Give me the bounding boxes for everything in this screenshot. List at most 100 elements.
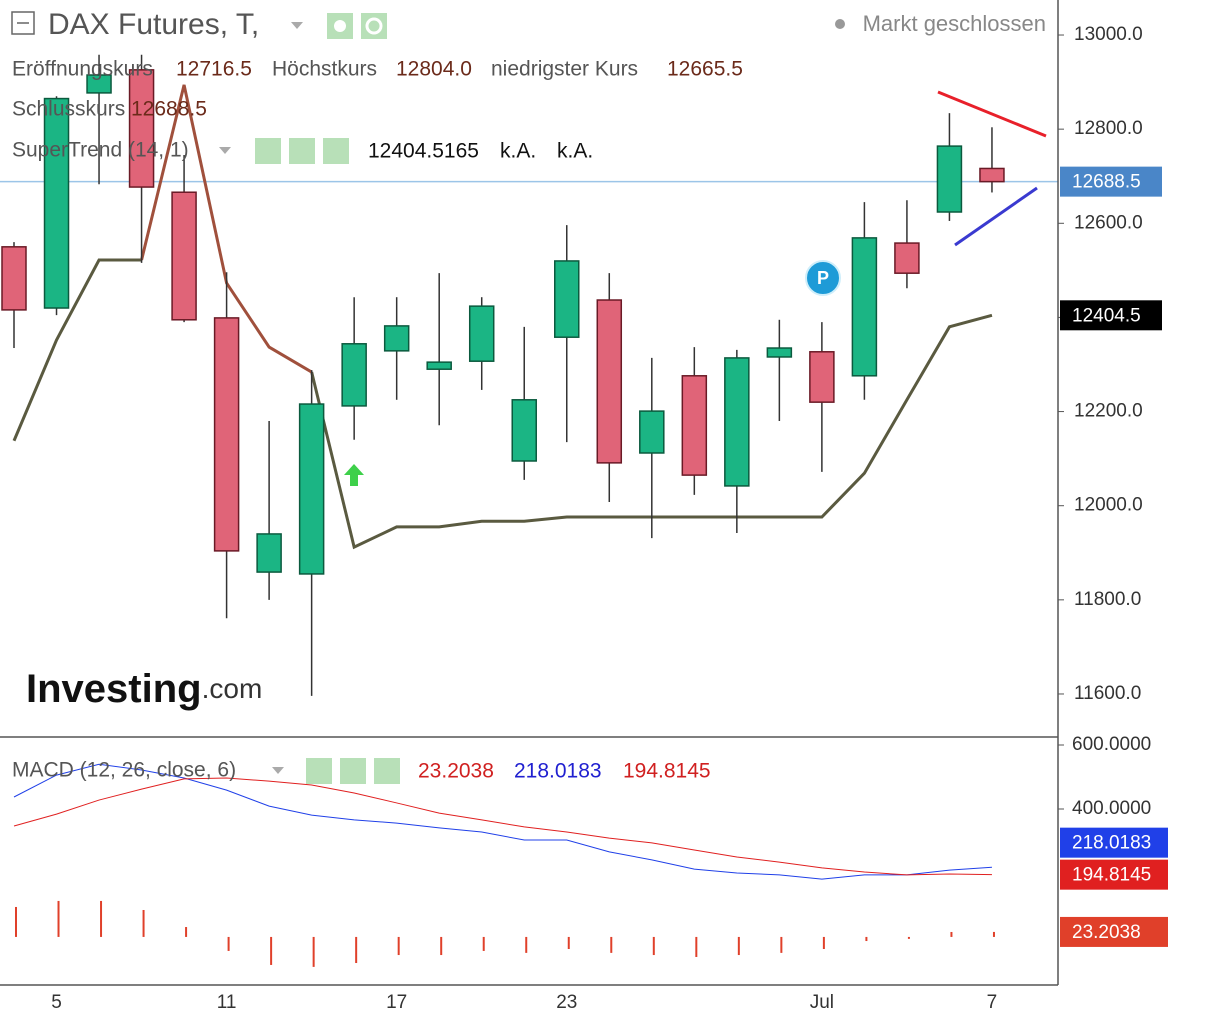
icon-glyph xyxy=(365,17,383,35)
histogram-bar xyxy=(397,936,400,956)
y-tick-label: 11800.0 xyxy=(1074,589,1141,610)
remove-icon[interactable] xyxy=(323,138,349,164)
histogram-bar xyxy=(57,900,60,937)
value-label: 23.2038 xyxy=(1072,922,1141,943)
trend-line xyxy=(937,90,1047,138)
candle-body xyxy=(511,399,537,462)
settings-icon[interactable] xyxy=(289,138,315,164)
signal-arrow xyxy=(344,464,364,486)
candle-body xyxy=(596,299,623,464)
event-marker xyxy=(805,260,841,296)
value-box xyxy=(1060,859,1168,890)
macd-line xyxy=(13,763,992,880)
histogram-bar xyxy=(695,936,698,957)
icon-glyph xyxy=(334,20,346,32)
candle-body xyxy=(809,351,835,403)
histogram-bar xyxy=(482,936,485,951)
collapse-icon[interactable] xyxy=(11,11,35,35)
legend-label: niedrigster Kurs xyxy=(491,58,638,81)
indicator-name: MACD (12, 26, close, 6) xyxy=(12,759,236,782)
settings-icon[interactable] xyxy=(340,758,366,784)
candle-body xyxy=(639,410,665,454)
value-label: 194.8145 xyxy=(1072,865,1151,886)
price-label: 12688.5 xyxy=(1072,172,1141,193)
eye-icon[interactable] xyxy=(255,138,281,164)
watermark-brand: Investing xyxy=(26,667,202,711)
y-tick-label: 11600.0 xyxy=(1074,683,1141,704)
candle-body xyxy=(43,97,70,309)
indicator-value: k.A. xyxy=(557,140,593,163)
indicator-value: k.A. xyxy=(500,140,536,163)
candle-body xyxy=(298,403,325,575)
histogram-bar xyxy=(525,936,528,953)
histogram-bar xyxy=(865,936,868,942)
candle-body xyxy=(341,343,367,407)
histogram-bar xyxy=(652,936,655,956)
histogram-bar xyxy=(355,936,358,964)
histogram-bar xyxy=(270,936,273,965)
market-status: Markt geschlossen xyxy=(863,11,1046,36)
event-marker-label: P xyxy=(817,268,829,288)
indicator-name: SuperTrend (14, 1) xyxy=(12,139,189,162)
y-tick-label: 400.0000 xyxy=(1072,798,1151,819)
dropdown-icon[interactable] xyxy=(291,22,303,29)
plot-area xyxy=(0,34,1064,967)
histogram-bar xyxy=(737,936,740,956)
histogram-bar xyxy=(440,936,443,956)
y-tick-label: 12800.0 xyxy=(1074,118,1143,139)
histogram-bar xyxy=(567,936,570,950)
x-tick-label: 11 xyxy=(217,992,237,1013)
supertrend-line xyxy=(12,258,993,550)
indicator-value: 12404.5165 xyxy=(368,140,479,163)
x-tick-label: 7 xyxy=(987,992,998,1013)
indicator-value: 23.2038 xyxy=(418,760,494,783)
status-dot xyxy=(835,19,845,29)
y-tick-label: 12600.0 xyxy=(1074,212,1143,233)
dropdown-icon[interactable] xyxy=(272,767,284,774)
legend-value: 12804.0 xyxy=(396,58,472,81)
candle-body xyxy=(681,375,708,476)
dropdown-icon[interactable] xyxy=(219,147,231,154)
candle-body xyxy=(171,191,197,321)
candle-body xyxy=(128,69,155,188)
chart-title: DAX Futures, T, xyxy=(48,8,259,41)
histogram-bar xyxy=(822,936,825,950)
indicator-value: 194.8145 xyxy=(623,760,711,783)
candle-body xyxy=(894,242,920,274)
histogram-bar xyxy=(15,906,17,937)
histogram-bar xyxy=(142,909,145,937)
y-tick-label: 13000.0 xyxy=(1074,24,1143,45)
candle-body xyxy=(766,347,793,358)
settings-icon[interactable] xyxy=(361,13,387,39)
price-box xyxy=(1060,300,1162,331)
indicator-value: 218.0183 xyxy=(514,760,602,783)
price-box xyxy=(1060,166,1162,197)
histogram-bar xyxy=(907,936,910,939)
value-box xyxy=(1060,827,1168,858)
overlay: 11600.011800.012000.012200.012400.012600… xyxy=(51,24,1168,1013)
value-label: 218.0183 xyxy=(1072,833,1151,854)
candle-body xyxy=(1,246,27,311)
x-tick-label: Jul xyxy=(810,992,834,1013)
x-tick-label: 17 xyxy=(386,992,407,1013)
candle-body xyxy=(979,167,1005,183)
watermark: Investing.com xyxy=(26,667,262,711)
remove-icon[interactable] xyxy=(374,758,400,784)
eye-icon[interactable] xyxy=(306,758,332,784)
candle-body xyxy=(554,260,580,338)
histogram-bar xyxy=(950,931,953,937)
price-label: 12404.5 xyxy=(1072,305,1141,326)
legend-label: Eröffnungskurs xyxy=(12,58,153,81)
candle-body xyxy=(724,357,750,487)
histogram-bar xyxy=(610,936,613,953)
candle-body xyxy=(851,237,878,377)
legend-value: 12716.5 xyxy=(176,58,252,81)
candle-body xyxy=(936,145,963,213)
candle-body xyxy=(213,317,240,552)
candle-body xyxy=(426,361,452,370)
legend-label: Höchstkurs xyxy=(272,58,377,81)
candle-body xyxy=(468,305,495,362)
y-tick-label: 12000.0 xyxy=(1074,495,1143,516)
